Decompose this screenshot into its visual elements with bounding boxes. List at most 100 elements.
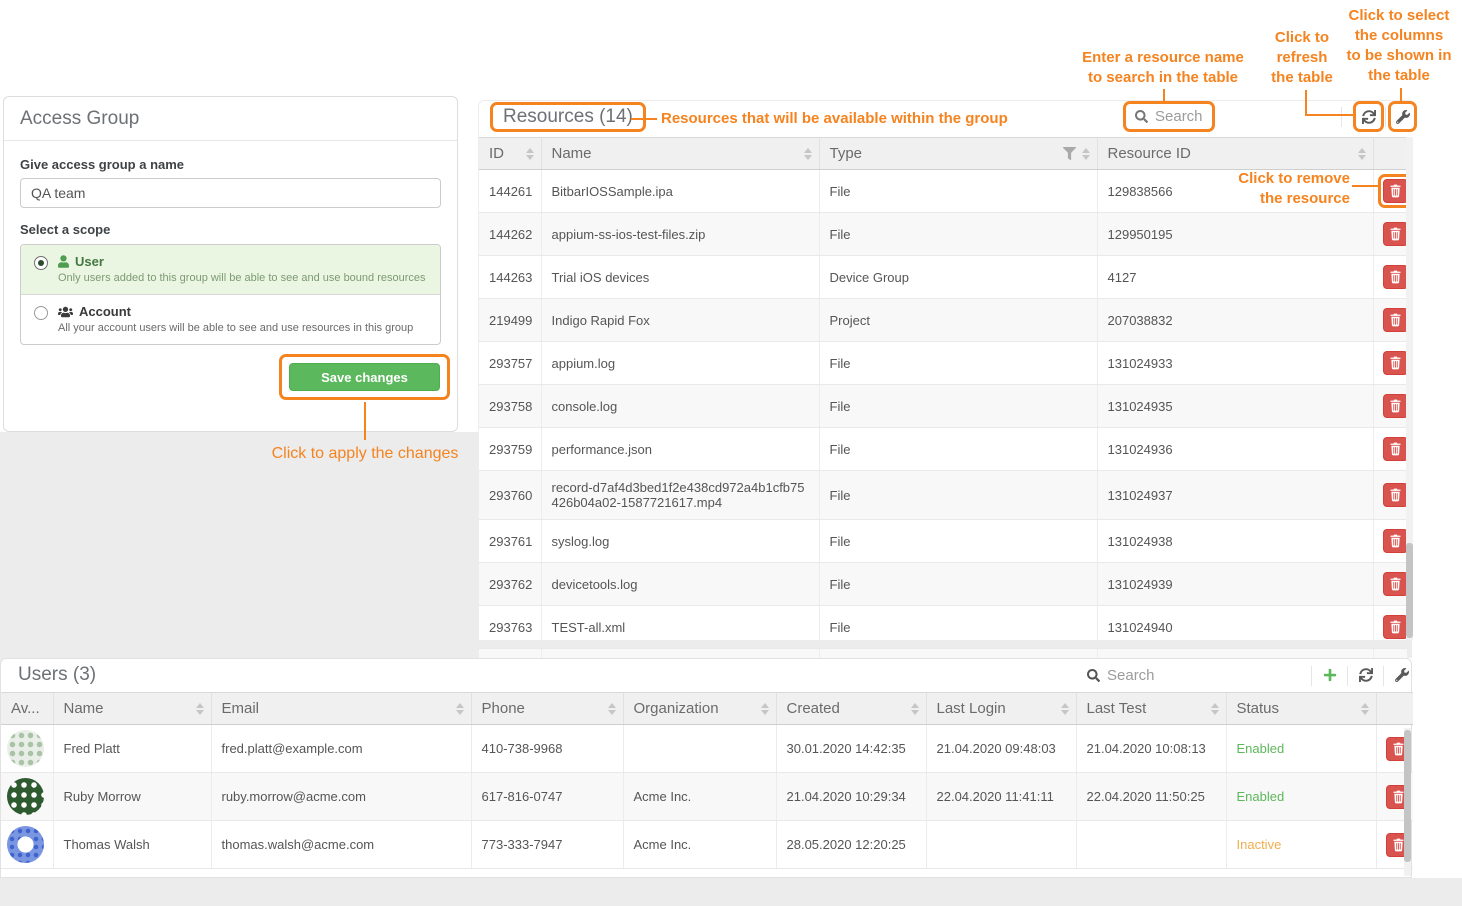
resource-actions-cell <box>1372 212 1408 256</box>
column-header-created[interactable]: Created <box>775 692 926 725</box>
trash-icon <box>1389 313 1401 327</box>
delete-resource-button[interactable] <box>1382 437 1408 461</box>
trash-icon <box>1389 270 1401 284</box>
radio-account[interactable] <box>34 306 48 320</box>
column-header-id[interactable]: ID <box>479 137 541 170</box>
delete-resource-button[interactable] <box>1382 529 1408 553</box>
delete-resource-button[interactable] <box>1382 265 1408 289</box>
user-created-cell: 28.05.2020 12:20:25 <box>775 820 926 869</box>
vertical-scrollbar[interactable] <box>1404 728 1411 876</box>
wrench-icon <box>1395 667 1409 682</box>
resources-columns-button[interactable] <box>1388 101 1417 132</box>
table-row: 293761 syslog.log File 131024938 <box>479 519 1408 563</box>
resource-name-cell: devicetools.log <box>540 562 819 606</box>
resources-search-input[interactable] <box>1155 108 1207 125</box>
filter-icon[interactable] <box>1062 147 1076 160</box>
resource-actions-cell <box>1372 427 1408 471</box>
delete-resource-button[interactable] <box>1382 351 1408 375</box>
column-header-avatar[interactable]: Av... <box>1 692 53 725</box>
trash-icon <box>1389 399 1401 413</box>
sort-icon[interactable] <box>525 147 534 160</box>
delete-resource-button[interactable] <box>1382 222 1408 246</box>
group-name-label: Give access group a name <box>20 157 185 172</box>
scrollbar-thumb[interactable] <box>1404 730 1411 862</box>
user-avatar-cell <box>1 724 53 773</box>
resources-refresh-button[interactable] <box>1353 101 1384 132</box>
table-row: 293758 console.log File 131024935 <box>479 384 1408 428</box>
user-icon <box>58 255 69 268</box>
resource-id-cell: 293758 <box>479 384 541 428</box>
vertical-scrollbar[interactable] <box>1406 137 1413 640</box>
column-header-type[interactable]: Type <box>818 137 1097 170</box>
trash-icon <box>1389 534 1401 548</box>
sort-icon[interactable] <box>455 702 464 715</box>
sort-icon[interactable] <box>1360 702 1369 715</box>
delete-resource-button[interactable] <box>1382 179 1408 203</box>
add-user-button[interactable] <box>1313 659 1347 690</box>
delete-resource-button[interactable] <box>1382 394 1408 418</box>
radio-user[interactable] <box>34 256 48 270</box>
sort-icon[interactable] <box>607 702 616 715</box>
annotation-line <box>1400 88 1402 102</box>
save-highlight-box: Save changes <box>279 354 450 400</box>
column-header-last-login[interactable]: Last Login <box>925 692 1076 725</box>
save-changes-button[interactable]: Save changes <box>289 363 440 391</box>
scope-options: User Only users added to this group will… <box>20 244 441 345</box>
divider <box>1311 666 1312 686</box>
trash-icon <box>1392 838 1404 851</box>
resource-actions-cell <box>1372 341 1408 385</box>
scope-option-account[interactable]: Account All your account users will be a… <box>21 295 440 344</box>
scope-option-label: Account <box>79 304 131 319</box>
resource-id-cell: 293757 <box>479 341 541 385</box>
scope-option-user[interactable]: User Only users added to this group will… <box>21 245 440 295</box>
resource-id-cell: 293760 <box>479 470 541 520</box>
resource-actions-cell <box>1372 605 1408 649</box>
column-header-name[interactable]: Name <box>52 692 211 725</box>
search-icon <box>1135 110 1148 123</box>
resource-resourceid-cell: 131024939 <box>1096 562 1373 606</box>
trash-icon <box>1389 488 1401 502</box>
users-header-row: Av... Name Email Phone Organization Crea… <box>1 692 1413 725</box>
sort-icon[interactable] <box>1060 702 1069 715</box>
user-email-cell: fred.platt@example.com <box>210 724 471 773</box>
column-header-name[interactable]: Name <box>540 137 819 170</box>
delete-resource-button[interactable] <box>1382 308 1408 332</box>
users-refresh-button[interactable] <box>1349 659 1383 690</box>
scrollbar-thumb[interactable] <box>1406 543 1413 638</box>
column-header-organization[interactable]: Organization <box>622 692 776 725</box>
user-email-cell: ruby.morrow@acme.com <box>210 772 471 821</box>
delete-highlight <box>1378 567 1413 601</box>
resource-name-cell: appium-ss-ios-test-files.zip <box>540 212 819 256</box>
annotation-line <box>631 118 657 120</box>
table-row: Fred Platt fred.platt@example.com 410-73… <box>1 724 1413 773</box>
sort-icon[interactable] <box>803 147 812 160</box>
table-row: Thomas Walsh thomas.walsh@acme.com 773-3… <box>1 820 1413 869</box>
sort-icon[interactable] <box>1210 702 1219 715</box>
resource-resourceid-cell: 131024935 <box>1096 384 1373 428</box>
avatar <box>7 730 44 767</box>
user-last-test-cell: 22.04.2020 11:50:25 <box>1075 772 1226 821</box>
resource-resourceid-cell: 129838566 <box>1096 169 1373 213</box>
resource-id-cell: 293762 <box>479 562 541 606</box>
column-header-email[interactable]: Email <box>210 692 471 725</box>
delete-resource-button[interactable] <box>1382 483 1408 507</box>
sort-icon[interactable] <box>760 702 769 715</box>
delete-resource-button[interactable] <box>1382 572 1408 596</box>
annotation-line <box>1305 90 1307 116</box>
column-header-phone[interactable]: Phone <box>470 692 623 725</box>
sort-icon[interactable] <box>1357 147 1366 160</box>
resource-resourceid-cell: 4127 <box>1096 255 1373 299</box>
column-header-status[interactable]: Status <box>1225 692 1376 725</box>
users-columns-button[interactable] <box>1385 659 1419 690</box>
group-name-input[interactable] <box>20 178 441 208</box>
users-table: Av... Name Email Phone Organization Crea… <box>1 692 1413 869</box>
sort-icon[interactable] <box>910 702 919 715</box>
sort-icon[interactable] <box>1081 147 1090 160</box>
column-header-resource-id[interactable]: Resource ID <box>1096 137 1373 170</box>
delete-highlight <box>1378 260 1413 294</box>
delete-resource-button[interactable] <box>1382 615 1408 639</box>
users-search-input[interactable] <box>1107 666 1277 684</box>
table-row: 293763 TEST-all.xml File 131024940 <box>479 605 1408 649</box>
sort-icon[interactable] <box>195 702 204 715</box>
column-header-last-test[interactable]: Last Test <box>1075 692 1226 725</box>
